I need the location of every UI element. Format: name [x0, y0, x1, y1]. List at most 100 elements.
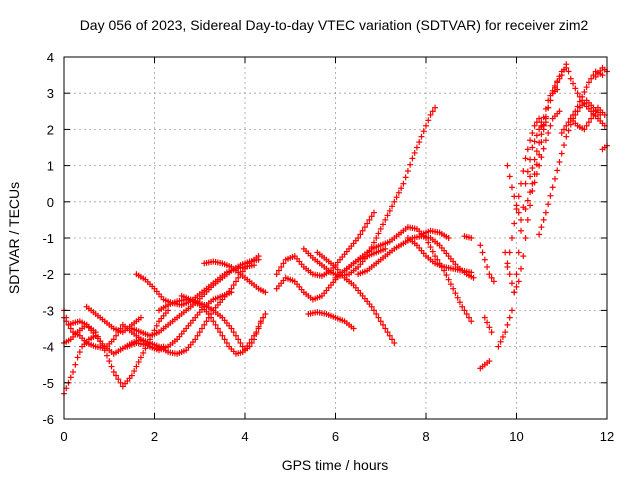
y-axis-label: SDTVAR / TECUs [6, 182, 22, 294]
data-point-marker [520, 168, 527, 175]
data-point-marker [524, 216, 531, 223]
data-point-marker [488, 274, 495, 281]
data-point-marker [203, 318, 210, 325]
data-point-marker [549, 87, 556, 94]
data-point-marker [117, 379, 124, 386]
data-point-marker [447, 281, 454, 288]
data-point-marker [402, 174, 409, 181]
data-point-marker [572, 108, 579, 115]
data-points [61, 61, 610, 397]
data-point-marker [228, 325, 235, 332]
data-point-marker [359, 227, 366, 234]
data-point-marker [373, 311, 380, 318]
data-point-marker [463, 311, 470, 318]
data-point-marker [364, 220, 371, 227]
data-point-marker [545, 97, 552, 104]
data-point-marker [76, 349, 83, 356]
data-point-marker [400, 180, 407, 187]
data-point-marker [515, 278, 522, 285]
data-point-marker [545, 130, 552, 137]
data-point-marker [504, 321, 511, 328]
data-point-marker [235, 274, 242, 281]
data-point-marker [563, 64, 570, 71]
data-point-marker [594, 70, 601, 77]
data-point-marker [375, 314, 382, 321]
data-point-marker [452, 290, 459, 297]
data-point-marker [497, 338, 504, 345]
data-point-marker [592, 108, 599, 115]
data-point-marker [527, 202, 534, 209]
data-point-marker [468, 318, 475, 325]
data-point-marker [468, 269, 475, 276]
data-point-marker [502, 329, 509, 336]
data-point-marker [160, 343, 167, 350]
data-point-marker [373, 235, 380, 241]
data-point-marker [518, 227, 525, 234]
data-point-marker [518, 216, 525, 223]
data-point-marker [427, 111, 434, 118]
data-point-marker [588, 75, 595, 82]
data-point-marker [531, 171, 538, 178]
data-point-marker [547, 192, 554, 199]
data-point-marker [377, 318, 384, 325]
y-tick-label: 3 [47, 86, 54, 101]
data-point-marker [230, 329, 237, 336]
data-point-marker [133, 363, 140, 370]
x-tick-labels: 0 2 4 6 8 10 12 [60, 429, 614, 444]
data-point-marker [520, 253, 527, 260]
data-point-marker [558, 130, 565, 137]
data-point-marker [382, 216, 389, 223]
data-point-marker [389, 203, 396, 210]
y-tick-label: 1 [47, 159, 54, 174]
data-point-marker [484, 319, 491, 326]
x-tick-label: 8 [422, 429, 429, 444]
data-point-marker [524, 146, 531, 153]
data-point-marker [427, 244, 434, 251]
data-point-marker [488, 329, 495, 336]
data-point-marker [140, 349, 147, 356]
data-point-marker [432, 253, 439, 260]
data-point-marker [574, 103, 581, 110]
data-point-marker [74, 354, 81, 361]
data-point-marker [470, 274, 477, 281]
data-point-marker [398, 185, 405, 192]
data-point-marker [420, 128, 427, 135]
data-point-marker [511, 220, 518, 227]
data-point-marker [361, 224, 368, 231]
data-point-marker [513, 283, 520, 290]
data-point-marker [506, 314, 513, 321]
data-point-marker [536, 231, 543, 238]
data-point-marker [135, 358, 142, 365]
data-point-marker [242, 346, 248, 353]
data-point-marker [522, 155, 529, 162]
data-point-marker [370, 307, 377, 314]
data-point-marker [538, 122, 545, 129]
data-point-marker [368, 213, 375, 220]
data-point-marker [205, 311, 212, 318]
data-point-marker [545, 201, 552, 208]
data-point-marker [486, 271, 493, 278]
data-point-marker [581, 126, 588, 133]
data-point-marker [542, 137, 549, 144]
data-point-marker [572, 85, 579, 92]
data-point-marker [395, 189, 402, 196]
data-point-marker [262, 311, 269, 318]
data-point-marker [423, 122, 429, 129]
data-point-marker [527, 137, 534, 144]
data-point-marker [479, 249, 486, 256]
data-point-marker [262, 289, 269, 296]
data-point-marker [370, 239, 377, 246]
data-point-marker [540, 145, 547, 152]
data-point-marker [504, 162, 511, 169]
data-point-marker [527, 173, 534, 180]
data-point-marker [565, 119, 572, 126]
y-tick-label: -6 [42, 412, 54, 427]
data-point-marker [128, 372, 135, 379]
data-point-marker [579, 93, 586, 100]
data-point-marker [418, 133, 425, 140]
data-point-marker [106, 358, 113, 365]
data-point-marker [508, 184, 515, 191]
data-point-marker [533, 148, 540, 155]
data-point-marker [570, 111, 577, 118]
